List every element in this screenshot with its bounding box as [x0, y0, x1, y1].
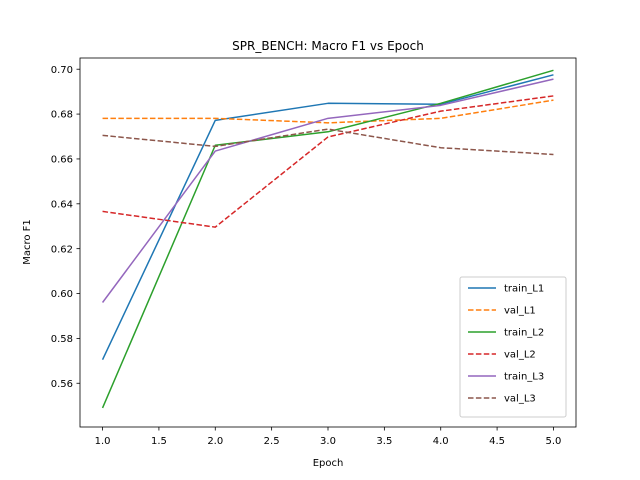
y-tick-label: 0.70 [51, 65, 73, 76]
y-tick-label: 0.68 [51, 110, 73, 121]
x-axis: 1.0 1.5 2.0 2.5 3.0 3.5 4.0 4.5 5.0 [95, 427, 562, 447]
y-tick-label: 0.62 [51, 244, 73, 255]
series-line-val_L1 [102, 99, 554, 124]
series-line-val_L2 [102, 95, 554, 228]
legend-label-train_L3: train_L3 [504, 372, 544, 383]
legend: train_L1 val_L1 train_L2 val_L2 train_L3 val_… [459, 276, 567, 418]
y-tick-label: 0.66 [51, 155, 73, 166]
legend-label-val_L3: val_L3 [504, 394, 536, 405]
x-tick-label: 2.5 [264, 436, 280, 447]
legend-box [459, 276, 567, 418]
y-axis-title: Macro F1 [22, 219, 33, 265]
legend-label-val_L2: val_L2 [504, 350, 536, 361]
y-tick-label: 0.58 [51, 334, 73, 345]
x-tick-label: 3.5 [376, 436, 392, 447]
y-axis: 0.56 0.58 0.60 0.62 0.64 0.66 0.68 0.70 [51, 65, 80, 390]
legend-label-train_L2: train_L2 [504, 328, 544, 339]
x-tick-label: 1.5 [151, 436, 167, 447]
x-tick-label: 3.0 [320, 436, 336, 447]
y-tick-label: 0.60 [51, 289, 73, 300]
series-line-train_L2 [101, 69, 554, 409]
x-tick-label: 5.0 [546, 436, 562, 447]
series-line-train_L3 [101, 78, 554, 303]
series-line-val_L3 [102, 128, 554, 156]
series-lines [101, 69, 554, 409]
x-tick-label: 1.0 [95, 436, 111, 447]
legend-label-val_L1: val_L1 [504, 306, 536, 317]
legend-label-train_L1: train_L1 [504, 284, 544, 295]
series-line-train_L1 [101, 74, 554, 361]
y-tick-label: 0.64 [51, 199, 73, 210]
x-tick-label: 2.0 [207, 436, 223, 447]
chart-title: SPR_BENCH: Macro F1 vs Epoch [232, 39, 424, 53]
x-axis-title: Epoch [313, 458, 344, 469]
y-tick-label: 0.56 [51, 379, 73, 390]
x-tick-label: 4.0 [433, 436, 449, 447]
x-tick-label: 4.5 [489, 436, 505, 447]
